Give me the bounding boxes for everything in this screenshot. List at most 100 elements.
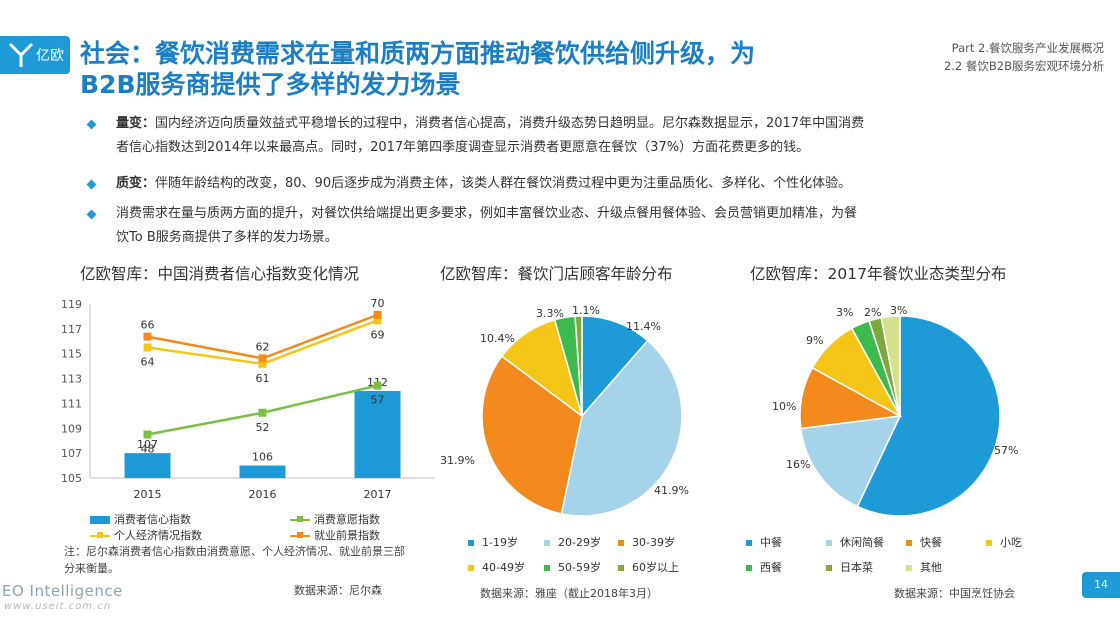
legend-item: 日本菜 — [826, 559, 873, 575]
chart-note: 注：尼尔森消费者信心指数由消费意愿、个人经济情况、就业前景三部分来衡量。 — [64, 545, 405, 575]
legend-label: 40-49岁 — [482, 561, 525, 574]
pie-value-label: 31.9% — [440, 454, 475, 467]
page-number: 14 — [1082, 572, 1120, 598]
legend-item: 30-39岁 — [618, 534, 675, 550]
line-marker — [143, 343, 152, 352]
bullet-text: 伴随年龄结构的改变，80、90后逐步成为消费主体，该类人群在餐饮消费过程中更为注… — [155, 176, 852, 191]
bar-2017 — [354, 391, 401, 478]
legend-item: 快餐 — [906, 534, 942, 550]
line-value-label: 64 — [141, 356, 155, 369]
legend-label: 消费者信心指数 — [114, 513, 191, 526]
logo-mark-icon — [8, 42, 34, 67]
footer-url: www.useit.com.cn — [4, 601, 112, 612]
legend-item: 休闲简餐 — [826, 534, 884, 550]
line-value-label: 62 — [256, 340, 270, 353]
y-tick-label: 109 — [61, 422, 82, 435]
legend-swatch — [90, 532, 110, 538]
legend-item: 中餐 — [746, 534, 782, 550]
confidence-chart: 105 107 109 111 113 115 117 119 2015 2016 2017 107 1… — [61, 297, 435, 501]
line-value-label: 57 — [371, 394, 385, 407]
legend-swatch — [618, 540, 624, 546]
line-marker — [143, 332, 152, 341]
x-tick-label: 2017 — [364, 488, 392, 501]
legend-label: 西餐 — [760, 561, 782, 574]
pie-value-label: 57% — [994, 444, 1018, 457]
legend-swatch — [906, 540, 912, 546]
legend-label: 就业前景指数 — [314, 529, 380, 542]
legend-item: 就业前景指数 — [290, 527, 380, 543]
legend-swatch — [468, 565, 474, 571]
legend-label: 中餐 — [760, 536, 782, 549]
line-marker — [258, 354, 267, 363]
line-value-label: 66 — [141, 319, 155, 332]
y-tick-label: 117 — [61, 323, 82, 336]
legend-swatch — [746, 565, 752, 571]
pie-value-label: 3% — [890, 304, 907, 317]
legend-item: 40-49岁 — [468, 559, 525, 575]
y-tick-label: 107 — [61, 447, 82, 460]
bullet-bold: 量变： — [116, 116, 156, 131]
y-tick-label: 113 — [61, 373, 82, 386]
legend-swatch — [618, 565, 624, 571]
legend-label: 消费意愿指数 — [314, 513, 380, 526]
pie-value-label: 10% — [772, 400, 796, 413]
breadcrumb-subsection: 2.2 餐饮B2B服务宏观环境分析 — [943, 59, 1104, 73]
legend-item: 20-29岁 — [544, 534, 601, 550]
x-tick-label: 2016 — [249, 488, 277, 501]
line-marker — [373, 381, 382, 390]
legend-item: 1-19岁 — [468, 534, 518, 550]
pie-slice-其他 — [880, 315, 901, 417]
breadcrumb-section: Part 2.餐饮服务产业发展概况 — [951, 41, 1104, 55]
bar-2016 — [239, 465, 286, 478]
line-marker — [373, 310, 382, 319]
legend-label: 1-19岁 — [482, 536, 518, 549]
line-marker — [258, 359, 267, 368]
footer-brand: EO Intelligence — [2, 582, 123, 600]
legend-label: 30-39岁 — [632, 536, 675, 549]
bullet-item: 量变：国内经济迈向质量效益式平稳增长的过程中，消费者信心提高，消费升级态势日趋明… — [86, 112, 1078, 160]
chart-title-age: 亿欧智库：餐饮门店顾客年龄分布 — [440, 265, 673, 283]
pie-value-label: 3.3% — [536, 307, 564, 320]
legend-label: 休闲简餐 — [840, 536, 884, 549]
legend-label: 快餐 — [920, 536, 942, 549]
logo: 亿欧 — [0, 36, 70, 74]
legend-swatch — [906, 565, 912, 571]
legend-swatch — [986, 540, 992, 546]
bullet-text: 国内经济迈向质量效益式平稳增长的过程中，消费者信心提高，消费升级态势日趋明显。尼… — [155, 116, 865, 131]
bullet-text-cont: 者信心指数达到2014年以来最高点。同时，2017年第四季度调查显示消费者更愿意… — [116, 140, 810, 155]
bar-2015 — [124, 453, 171, 478]
legend-swatch — [826, 540, 832, 546]
legend-swatch — [290, 516, 310, 522]
legend-label: 60岁以上 — [632, 561, 679, 574]
legend-label: 个人经济情况指数 — [114, 529, 202, 542]
legend-label: 50-59岁 — [558, 561, 601, 574]
legend-item: 60岁以上 — [618, 559, 679, 575]
chart-title-format: 亿欧智库：2017年餐饮业态类型分布 — [750, 265, 1007, 283]
pie-slice-1-19岁 — [581, 315, 649, 419]
logo-text: 亿欧 — [36, 48, 64, 64]
bullet-text-cont: 饮To B服务商提供了多样的发力场景。 — [116, 230, 338, 245]
bar-value-label: 107 — [137, 438, 158, 451]
page-title-line2: B2B服务商提供了多样的发力场景 — [80, 70, 461, 99]
legend-label: 日本菜 — [840, 561, 873, 574]
legend-item: 其他 — [906, 559, 942, 575]
x-tick-label: 2015 — [134, 488, 162, 501]
line-marker — [258, 408, 267, 417]
pie-slice-20-29岁 — [560, 339, 683, 517]
chart-source-format: 数据来源：中国烹饪协会 — [894, 587, 1015, 600]
y-tick-label: 111 — [61, 397, 82, 410]
pie-slice-休闲简餐 — [799, 415, 902, 508]
pie-value-label: 2% — [864, 306, 881, 319]
legend-label: 20-29岁 — [558, 536, 601, 549]
line-value-label: 70 — [371, 297, 385, 310]
line-marker — [373, 316, 382, 325]
chart-title-confidence: 亿欧智库：中国消费者信心指数变化情况 — [80, 265, 360, 283]
bullet-text: 消费需求在量与质两方面的提升，对餐饮供给端提出更多要求，例如丰富餐饮业态、升级点… — [116, 206, 858, 221]
legend-label: 其他 — [920, 561, 942, 574]
legend-swatch — [544, 565, 550, 571]
legend-swatch — [826, 565, 832, 571]
line-marker — [143, 430, 152, 439]
pie-value-label: 9% — [806, 334, 823, 347]
pie-value-label: 1.1% — [572, 304, 600, 317]
legend-item: 消费者信心指数 — [90, 511, 191, 527]
